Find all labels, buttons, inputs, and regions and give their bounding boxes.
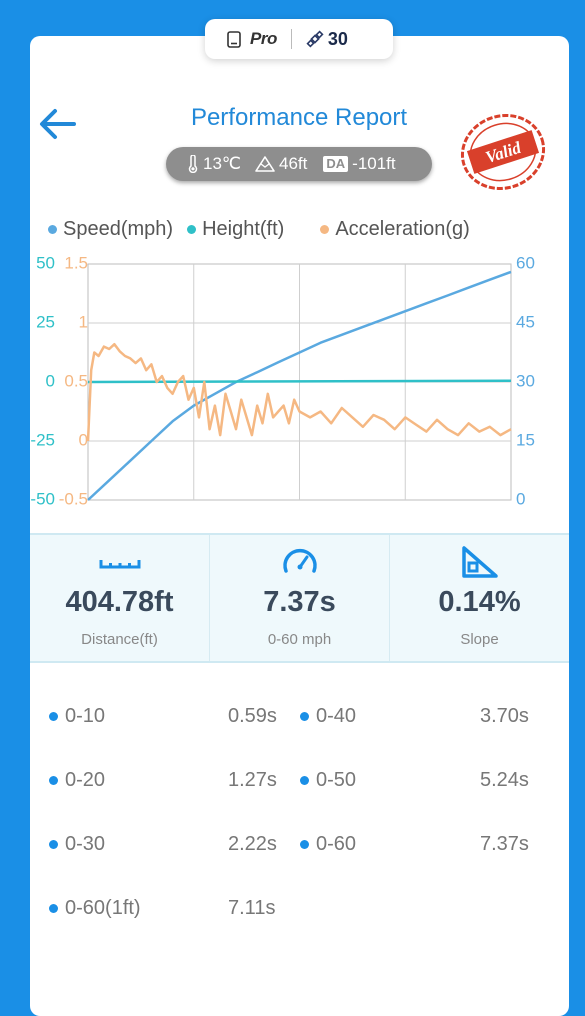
legend-label: Speed(mph): [63, 217, 174, 240]
stat-0-60: 7.37s 0-60 mph: [209, 535, 389, 661]
stat-distance: 404.78ft Distance(ft): [30, 535, 209, 661]
split-name: 0-10: [65, 705, 106, 727]
speed-tick-label: 0: [516, 489, 525, 508]
split-time: 1.27s: [228, 769, 277, 791]
split-row: 0-10 0.59s: [30, 690, 281, 754]
pro-label: Pro: [250, 29, 277, 48]
split-row: 0-40 3.70s: [281, 690, 569, 754]
split-row: 0-60(1ft) 7.11s: [30, 882, 281, 946]
speed-tick-label: 15: [516, 430, 535, 449]
split-dot: [49, 776, 58, 785]
accel-tick-label: 0: [79, 430, 88, 449]
ruler-icon: [99, 560, 140, 569]
chart-series: [86, 270, 512, 501]
altitude: 46ft: [255, 154, 307, 174]
accel-tick-label: 1.5: [64, 253, 88, 272]
legend-label: Acceleration(g): [335, 217, 470, 240]
satellite-count: 30: [327, 28, 348, 49]
slope-icon: [461, 546, 498, 578]
split-name: 0-60(1ft): [65, 897, 141, 919]
split-time: 5.24s: [480, 769, 529, 791]
page-title: Performance Report: [190, 104, 408, 131]
mountain-icon: [255, 156, 275, 172]
temperature: 13℃: [187, 154, 241, 174]
distance-label: Distance(ft): [81, 631, 158, 648]
divider: [290, 29, 292, 49]
split-time: 0.59s: [228, 705, 277, 727]
altitude-value: 46ft: [279, 154, 308, 173]
split-time: 7.11s: [228, 897, 276, 919]
series-line-height: [87, 379, 512, 384]
density-altitude: DA -101ft: [323, 154, 396, 174]
accel-tick-label: -0.5: [59, 489, 88, 508]
split-row: 0-20 1.27s: [30, 754, 281, 818]
chart-legend: Speed(mph) Height(ft) Acceleration(g): [48, 214, 558, 244]
speedometer-icon: [282, 548, 317, 573]
density-altitude-value: -101ft: [352, 154, 396, 173]
valid-stamp: Valid: [460, 113, 546, 191]
report-card: [30, 36, 569, 1016]
split-row: 0-60 7.37s: [281, 818, 569, 882]
stat-slope: 0.14% Slope: [389, 535, 569, 661]
split-time: 7.37s: [480, 833, 529, 855]
zero-sixty-value: 7.37s: [263, 586, 336, 618]
device-icon: [227, 30, 241, 48]
arrow-left-icon[interactable]: [38, 107, 78, 141]
zero-sixty-label: 0-60 mph: [267, 631, 332, 648]
height-tick-label: -25: [30, 430, 55, 449]
acceleration-dot: [320, 224, 330, 234]
split-row: 0-30 2.22s: [30, 818, 281, 882]
split-name: 0-30: [65, 833, 106, 855]
series-line-accel: [86, 342, 512, 442]
height-tick-label: 25: [36, 312, 55, 331]
split-times: 0-10 0.59s 0-40 3.70s 0-20 1.27s 0-50 5.…: [30, 690, 569, 960]
split-dot: [49, 840, 58, 849]
performance-chart: 50 25 0 -25 -50 1.5 1 0.5 0 -0.5 60 45 30 15 0: [30, 253, 535, 508]
split-time: 2.22s: [228, 833, 277, 855]
stats-panel: 404.78ft Distance(ft) 7.37s 0-60 mph 0.1…: [30, 533, 569, 663]
da-tag: DA: [323, 156, 349, 172]
legend-item-acceleration: Acceleration(g): [320, 218, 470, 241]
series-line-speed: [87, 270, 512, 501]
split-dot: [300, 776, 309, 785]
legend-item-height: Height(ft): [187, 218, 284, 241]
axis-ticks: 50 25 0 -25 -50 1.5 1 0.5 0 -0.5 60 45 30 15 0: [30, 253, 535, 508]
satellite-icon: [306, 30, 324, 48]
height-tick-label: 0: [46, 371, 55, 390]
accel-tick-label: 0.5: [64, 371, 88, 390]
split-dot: [49, 904, 58, 913]
height-tick-label: -50: [30, 489, 55, 508]
status-badge: Pro 30: [205, 19, 393, 59]
split-dot: [300, 712, 309, 721]
speed-tick-label: 30: [516, 371, 535, 390]
legend-label: Height(ft): [202, 217, 285, 240]
split-name: 0-20: [65, 769, 106, 791]
height-dot: [187, 224, 197, 234]
split-name: 0-60: [316, 833, 357, 855]
slope-label: Slope: [460, 631, 499, 648]
speed-tick-label: 45: [516, 312, 535, 331]
split-dot: [300, 840, 309, 849]
distance-value: 404.78ft: [65, 586, 174, 618]
legend-item-speed: Speed(mph): [48, 218, 173, 241]
conditions-pill: 13℃ 46ft DA -101ft: [166, 147, 432, 181]
accel-tick-label: 1: [79, 312, 88, 331]
split-name: 0-50: [316, 769, 357, 791]
speed-dot: [48, 224, 57, 234]
slope-value: 0.14%: [438, 586, 521, 618]
temperature-value: 13℃: [203, 154, 242, 173]
speed-tick-label: 60: [516, 253, 535, 272]
split-row: 0-50 5.24s: [281, 754, 569, 818]
split-time: 3.70s: [480, 705, 529, 727]
split-dot: [49, 712, 58, 721]
thermometer-icon: [188, 155, 198, 173]
split-name: 0-40: [316, 705, 357, 727]
height-tick-label: 50: [36, 253, 55, 272]
